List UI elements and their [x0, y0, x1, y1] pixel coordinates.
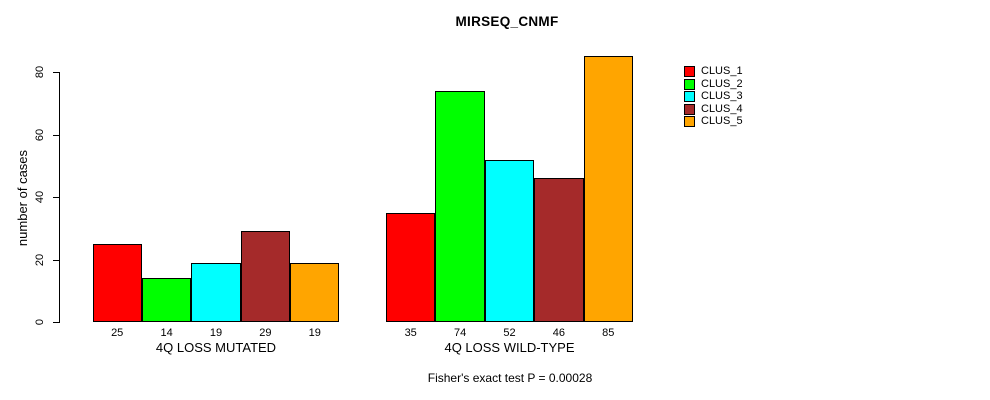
legend-item-clus_3: CLUS_3 [684, 90, 743, 103]
y-tick-label: 80 [34, 65, 46, 79]
legend: CLUS_1 CLUS_2 CLUS_3 CLUS_4 CLUS_5 [684, 66, 743, 128]
bar-value-label: 14 [160, 327, 173, 339]
bar-value-label: 46 [552, 327, 565, 339]
bar-value-label: 25 [111, 327, 124, 339]
legend-swatch [684, 91, 695, 103]
y-tick-mark [53, 134, 59, 136]
fisher-test-annotation: Fisher's exact test P = 0.00028 [427, 371, 593, 385]
legend-item-clus_5: CLUS_5 [684, 115, 743, 128]
legend-item-clus_2: CLUS_2 [684, 77, 743, 90]
bar-clus_1-2 [386, 212, 436, 322]
bar-value-label: 35 [404, 327, 417, 339]
legend-swatch [684, 103, 695, 115]
bar-value-label: 29 [259, 327, 272, 339]
bar-clus_2-2 [435, 90, 485, 322]
bar-value-label: 52 [503, 327, 516, 339]
legend-swatch [684, 78, 695, 90]
bar-value-label: 85 [602, 327, 615, 339]
legend-label: CLUS_3 [701, 90, 743, 103]
bar-clus_1-1 [92, 243, 142, 322]
group-label: 4Q LOSS MUTATED [155, 340, 277, 355]
bar-clus_2-1 [141, 278, 192, 322]
legend-item-clus_4: CLUS_4 [684, 102, 743, 115]
bar-clus_3-2 [484, 159, 535, 322]
y-tick-label: 60 [34, 128, 46, 141]
y-tick-mark [53, 322, 59, 323]
y-tick-label: 0 [34, 318, 46, 326]
bar-clus_4-2 [534, 178, 584, 322]
bar-value-label: 19 [209, 327, 223, 339]
bar-value-label: 74 [453, 327, 467, 339]
chart-title: MIRSEQ_CNMF [455, 14, 559, 29]
legend-label: CLUS_2 [701, 77, 743, 90]
bar-clus_3-1 [191, 262, 241, 322]
bar-value-label: 19 [308, 327, 321, 339]
y-tick-mark [53, 72, 59, 73]
y-tick-mark [53, 197, 59, 198]
bar-clus_5-1 [290, 262, 340, 322]
y-axis-line [59, 72, 60, 323]
legend-swatch [684, 116, 695, 128]
y-tick-label: 40 [34, 190, 46, 204]
legend-label: CLUS_1 [701, 65, 743, 77]
y-tick-label: 20 [34, 253, 46, 266]
legend-label: CLUS_5 [701, 115, 743, 128]
legend-item-clus_1: CLUS_1 [684, 66, 743, 77]
bar-clus_5-2 [583, 56, 633, 322]
legend-label: CLUS_4 [701, 102, 743, 115]
bar-clus_4-1 [240, 231, 291, 322]
legend-swatch [684, 66, 695, 77]
y-tick-mark [53, 259, 59, 261]
group-label: 4Q LOSS WILD-TYPE [444, 340, 575, 355]
